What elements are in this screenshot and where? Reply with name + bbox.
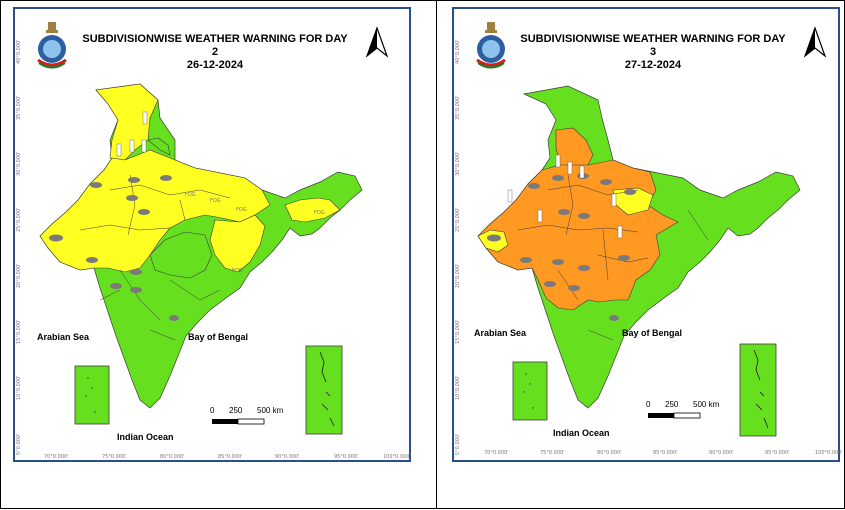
scalebar-500: 500 km bbox=[257, 406, 284, 415]
rain-cloud-icon bbox=[169, 315, 179, 321]
rain-cloud-icon bbox=[487, 234, 501, 242]
yellow-east bbox=[209, 214, 266, 273]
rain-cloud-icon bbox=[520, 257, 532, 263]
scalebar-0: 0 bbox=[646, 400, 651, 409]
lon-label: 90°0.000' bbox=[709, 450, 734, 456]
lat-label: 30°0.000' bbox=[455, 151, 461, 176]
lakshadweep-inset bbox=[512, 361, 548, 421]
lon-label: 75°0.000' bbox=[540, 450, 565, 456]
lon-label: 90°0.000' bbox=[275, 454, 300, 460]
snow-thermometer-icon bbox=[611, 193, 617, 207]
rain-cloud-icon bbox=[49, 234, 63, 242]
indian-ocean-label: Indian Ocean bbox=[117, 432, 174, 442]
rain-cloud-icon bbox=[90, 182, 102, 188]
rain-cloud-icon bbox=[160, 175, 172, 181]
rain-cloud-icon bbox=[578, 265, 590, 271]
lon-label: 100°0.000' bbox=[383, 454, 411, 460]
rain-cloud-icon bbox=[138, 209, 150, 215]
lat-label: 5°0.000' bbox=[455, 433, 461, 455]
rain-cloud-icon bbox=[128, 177, 140, 183]
rain-cloud-icon bbox=[528, 183, 540, 189]
rain-cloud-icon bbox=[110, 283, 122, 289]
rain-cloud-icon bbox=[624, 189, 636, 195]
map-title-day2: SUBDIVISIONWISE WEATHER WARNING FOR DAY … bbox=[82, 33, 348, 71]
lon-label: 85°0.000' bbox=[218, 454, 243, 460]
lon-label: 80°0.000' bbox=[597, 450, 622, 456]
rain-cloud-icon bbox=[552, 175, 564, 181]
snow-thermometer-icon bbox=[567, 161, 573, 175]
scalebar-500: 500 km bbox=[693, 400, 720, 409]
snow-thermometer-icon bbox=[555, 154, 561, 168]
snow-thermometer-icon bbox=[537, 209, 543, 223]
scalebar-0: 0 bbox=[210, 406, 215, 415]
lat-label: 25°0.000' bbox=[455, 207, 461, 232]
lon-label: 95°0.000' bbox=[765, 450, 790, 456]
snow-thermometer-icon bbox=[141, 139, 147, 153]
lon-label: 80°0.000' bbox=[160, 454, 185, 460]
snow-thermometer-icon bbox=[579, 165, 585, 179]
rain-cloud-icon bbox=[558, 209, 570, 215]
lon-label: 70°0.000' bbox=[44, 454, 69, 460]
snow-thermometer-icon bbox=[129, 139, 135, 153]
lat-label: 20°0.000' bbox=[455, 263, 461, 288]
rain-cloud-icon bbox=[126, 195, 138, 201]
snow-thermometer-icon bbox=[507, 189, 513, 203]
lon-label: 75°0.000' bbox=[102, 454, 127, 460]
rain-cloud-icon bbox=[86, 257, 98, 263]
rain-cloud-icon bbox=[578, 213, 590, 219]
map-title-day3: SUBDIVISIONWISE WEATHER WARNING FOR DAY … bbox=[520, 33, 786, 71]
rain-cloud-icon bbox=[609, 315, 619, 321]
snow-thermometer-icon bbox=[617, 225, 623, 239]
fog-label: FOG bbox=[314, 210, 325, 216]
green-himachal bbox=[147, 137, 171, 156]
yellow-northeast bbox=[284, 197, 341, 223]
arabian-sea-label: Arabian Sea bbox=[37, 332, 90, 342]
rain-cloud-icon bbox=[130, 269, 142, 275]
yellow-northwest bbox=[39, 149, 271, 273]
lon-label: 70°0.000' bbox=[484, 450, 509, 456]
fog-label: FOG bbox=[210, 198, 221, 204]
fog-label: FOG bbox=[236, 207, 247, 213]
rain-cloud-icon bbox=[544, 281, 556, 287]
snow-thermometer-icon bbox=[142, 111, 148, 125]
bay-of-bengal-label: Bay of Bengal bbox=[622, 328, 683, 338]
arabian-sea-label: Arabian Sea bbox=[474, 328, 527, 338]
lat-label: 15°0.000' bbox=[455, 319, 461, 344]
bay-of-bengal-label: Bay of Bengal bbox=[188, 332, 249, 342]
rain-cloud-icon bbox=[618, 255, 630, 261]
rain-cloud-icon bbox=[130, 287, 142, 293]
rain-cloud-icon bbox=[568, 285, 580, 291]
rain-cloud-icon bbox=[600, 179, 612, 185]
lon-label: 95°0.000' bbox=[334, 454, 359, 460]
indian-ocean-label: Indian Ocean bbox=[553, 428, 610, 438]
lakshadweep-inset bbox=[74, 365, 110, 425]
andaman-inset bbox=[305, 345, 343, 435]
scalebar-250: 250 bbox=[229, 406, 243, 415]
lat-label: 40°0.000' bbox=[455, 39, 461, 64]
fog-label: FOG bbox=[232, 268, 243, 274]
scalebar-250: 250 bbox=[665, 400, 679, 409]
fog-label: FOG bbox=[185, 192, 196, 198]
snow-thermometer-icon bbox=[116, 143, 122, 157]
lat-label: 10°0.000' bbox=[455, 375, 461, 400]
lat-label: 35°0.000' bbox=[455, 95, 461, 120]
green-central bbox=[149, 231, 213, 279]
lon-label: 100°0.000' bbox=[815, 450, 843, 456]
lon-label: 85°0.000' bbox=[653, 450, 678, 456]
rain-cloud-icon bbox=[552, 259, 564, 265]
